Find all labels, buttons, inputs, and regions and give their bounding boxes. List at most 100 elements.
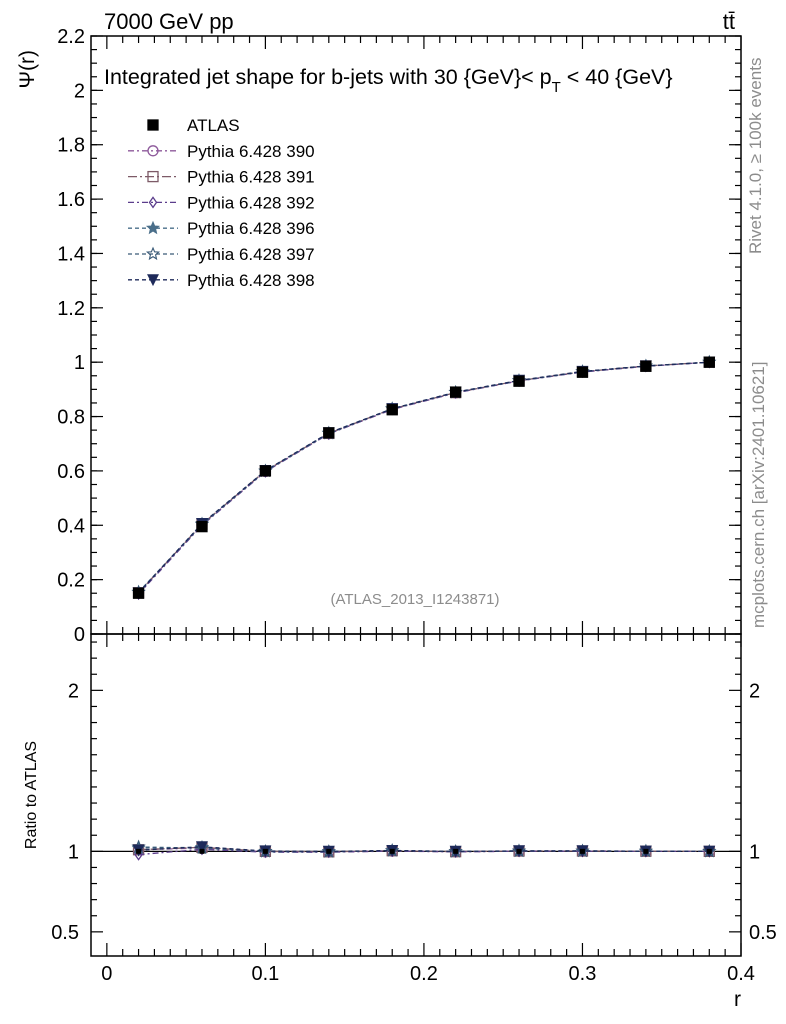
main-series-line-6 [138,361,710,594]
data-point [576,366,589,378]
legend-marker [145,220,161,235]
energy-label: 7000 GeV pp [104,9,234,34]
y-tick-label: 2 [74,80,85,102]
ratio-plot-frame [90,633,742,957]
legend-label: Pythia 6.428 396 [187,219,315,238]
ratio-data-point [199,848,205,854]
rivet-label: Rivet 4.1.0, ≥ 100k events [746,58,765,254]
data-point-shape [323,427,335,439]
ratio-series-line-3 [138,848,710,856]
ratio-data-point [136,848,142,854]
ratio-data-point [643,848,649,854]
x-tick-label: 0.2 [410,963,438,985]
data-point-shape [386,404,398,416]
process-label: tt̄ [723,9,735,34]
data-point-shape [132,587,145,599]
data-point [449,386,462,398]
main-series-line-5 [138,361,710,593]
data-point [386,404,398,416]
main-series-line-4 [138,361,710,593]
data-point [703,356,715,368]
ratio-y-tick-label-left: 0.5 [51,922,79,944]
legend-marker-shape [147,274,159,287]
y-tick-label: 1.8 [57,135,85,157]
y-tick-label: 0.6 [57,461,85,483]
series-layer [131,354,717,861]
y-tick-label: 2.2 [57,26,85,48]
data-point-shape [576,366,589,378]
y-tick-label: 0 [74,624,85,646]
legend-label: Pythia 6.428 398 [187,271,315,290]
data-point-shape [640,360,652,372]
ratio-data-point [579,848,585,854]
legend-marker [145,246,161,261]
plot-title-main: Integrated jet shape for b-jets with 30 … [104,65,552,89]
x-tick-label: 0 [101,963,112,985]
ratio-data-point [516,848,522,854]
y-tick-label: 0.2 [57,570,85,592]
x-axis-label: r [734,988,741,1011]
y-tick-label: 1 [74,352,85,374]
ratio-y-tick-label-right: 1 [749,841,760,863]
ratio-y-tick-label-left: 2 [68,680,79,702]
main-series-line-2 [138,361,710,594]
legend-marker-shape [148,196,158,209]
mcplots-label: mcplots.cern.ch [arXiv:2401.10621] [749,362,768,628]
ratio-point-series-6-shape [196,841,208,854]
data-point [259,465,272,477]
legend: ATLAS Pythia 6.428 390 Pythia 6.428 391 Pyt… [128,116,315,290]
y-tick-label: 0.8 [57,407,85,429]
data-point [513,375,525,387]
y-tick-label: 1.4 [57,243,85,265]
legend-marker-shape [147,145,159,157]
y-tick-label: 0.4 [57,515,85,537]
plot-title-tail: < 40 {GeV} [561,65,673,89]
legend-marker [147,274,159,287]
data-point [640,360,652,372]
legend-marker [147,145,159,157]
ratio-data-point [326,848,332,854]
x-tick-label: 0.4 [727,963,755,985]
legend-marker [148,196,158,209]
ratio-point-series-6 [196,841,208,854]
ratio-data-point [389,848,395,854]
main-series-line-3 [138,361,710,595]
data-point [323,427,335,439]
x-tick-label: 0.3 [569,963,597,985]
data-point-shape [513,375,525,387]
legend-marker-shape [145,220,161,235]
data-point-shape [449,386,462,398]
y-tick-label: 1.6 [57,189,85,211]
plot-title-sub: T [552,79,561,96]
legend-marker [147,170,159,183]
legend-label: Pythia 6.428 390 [187,142,315,161]
data-point [132,587,145,599]
ratio-y-tick-label-right: 0.5 [749,922,777,944]
legend-marker-atlas [147,119,159,131]
data-point [196,520,208,533]
data-point-shape [196,520,208,533]
ratio-y-tick-label-right: 2 [749,680,760,702]
legend-label: Pythia 6.428 397 [187,245,315,264]
main-series-line-1 [138,361,710,594]
legend-marker-atlas-shape [147,119,159,131]
ratio-y-tick-label-left: 1 [68,841,79,863]
y-tick-label: 1.2 [57,298,85,320]
legend-label: Pythia 6.428 392 [187,193,315,212]
legend-marker-shape [147,170,159,183]
ratio-data-point [262,848,268,854]
legend-label: Pythia 6.428 391 [187,168,315,187]
y-axis-label-main: Ψ(r) [16,50,39,89]
legend-marker-shape [145,246,161,261]
plot-title: Integrated jet shape for b-jets with 30 … [104,65,673,96]
x-tick-label: 0.1 [251,963,279,985]
ratio-data-point [706,848,712,854]
ratio-data-point [453,848,459,854]
data-point-shape [703,356,715,368]
analysis-tag: (ATLAS_2013_I1243871) [330,591,499,608]
y-axis-label-ratio: Ratio to ATLAS [23,741,40,849]
data-point-shape [259,465,272,477]
legend-label: ATLAS [187,116,240,135]
axis-ticks: 0 0.2 0.4 0.6 0.8 1 1.2 1.4 1.6 1.8 2 2.2 0 0.1 0.2 0.3… [51,26,777,985]
